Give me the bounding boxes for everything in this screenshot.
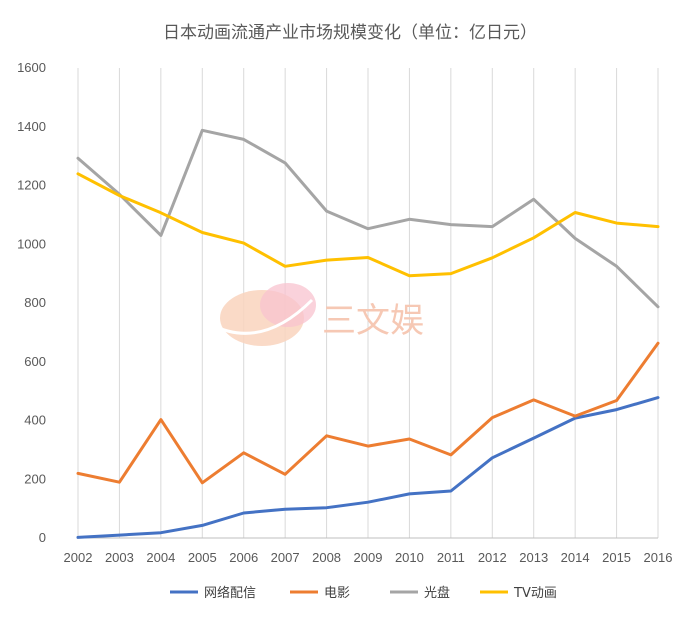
y-tick-label: 1000: [17, 236, 46, 251]
x-tick-label: 2010: [395, 550, 424, 565]
y-tick-label: 1200: [17, 178, 46, 193]
y-tick-label: 800: [24, 295, 46, 310]
x-tick-label: 2005: [188, 550, 217, 565]
y-tick-label: 1400: [17, 119, 46, 134]
series-lines: [76, 128, 660, 539]
x-tick-label: 2015: [602, 550, 631, 565]
y-tick-label: 400: [24, 413, 46, 428]
x-tick-label: 2013: [519, 550, 548, 565]
x-tick-label: 2002: [64, 550, 93, 565]
legend: 网络配信 电影 光盘 TV动画: [170, 585, 557, 601]
legend-label: 网络配信: [204, 585, 256, 601]
legend-label: 光盘: [424, 585, 450, 601]
series-line-2: [76, 128, 660, 309]
legend-label: TV动画: [513, 586, 557, 601]
x-tick-label: 2016: [644, 550, 673, 565]
x-tick-label: 2009: [354, 550, 383, 565]
series-line-3: [76, 172, 660, 278]
watermark-text: 三文娱: [322, 301, 424, 341]
watermark: 三文娱: [211, 283, 424, 346]
x-tick-label: 2012: [478, 550, 507, 565]
y-tick-label: 0: [39, 530, 46, 545]
y-tick-label: 600: [24, 354, 46, 369]
series-line-1: [76, 341, 660, 485]
x-tick-label: 2011: [437, 550, 465, 565]
x-tick-label: 2006: [229, 550, 258, 565]
x-tick-label: 2003: [105, 550, 134, 565]
y-tick-label: 200: [24, 471, 46, 486]
x-tick-label: 2004: [146, 550, 175, 565]
x-tick-label: 2008: [312, 550, 341, 565]
axes: 0 200 400 600 800 1000 1200 1400 1600 2002 2003 200…: [17, 60, 672, 565]
chart-title: 日本动画流通产业市场规模变化（单位：亿日元）: [163, 23, 537, 43]
series-line-0: [76, 396, 660, 539]
x-tick-label: 2014: [561, 550, 590, 565]
y-tick-label: 1600: [17, 60, 46, 75]
legend-label: 电影: [324, 586, 350, 601]
watermark-logo-icon: [211, 283, 316, 346]
x-tick-label: 2007: [271, 550, 300, 565]
